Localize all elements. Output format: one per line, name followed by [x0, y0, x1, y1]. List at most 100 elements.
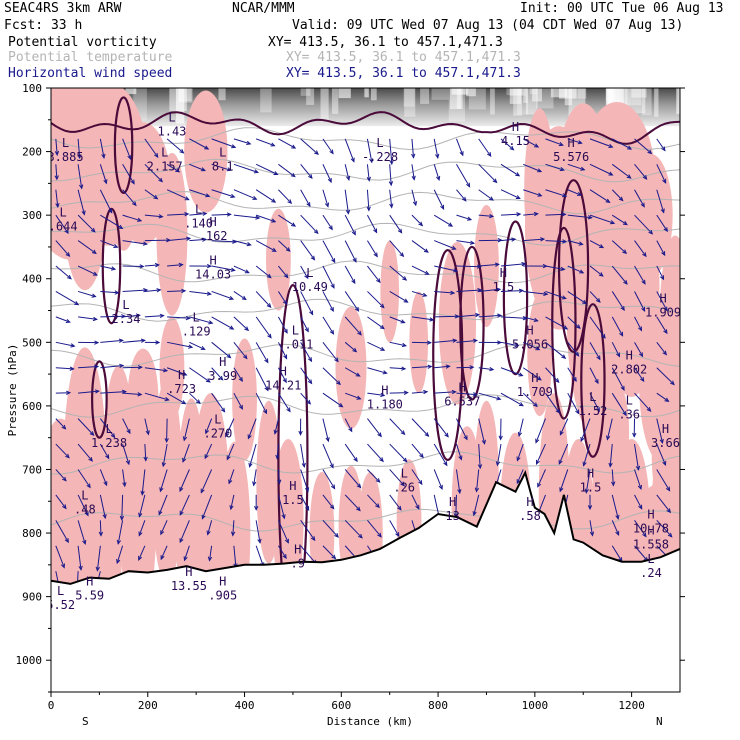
wind-vector: [589, 138, 613, 148]
wind-vector-head: [578, 241, 584, 246]
pv-contour-ring: [113, 96, 134, 195]
wind-vector: [144, 444, 147, 461]
pv-shading-blob: [438, 241, 477, 405]
wind-vector-head: [137, 365, 143, 370]
wind-vector-head: [451, 245, 457, 250]
wind-vector-head: [118, 224, 124, 230]
wind-vector-head: [660, 208, 665, 214]
wind-vector-head: [160, 530, 165, 536]
theta-contour: [51, 127, 680, 151]
wind-vector: [77, 138, 81, 159]
wind-vector-head: [175, 168, 181, 173]
wind-vector-head: [283, 328, 288, 334]
wind-vector-head: [422, 292, 428, 297]
wind-vector: [656, 519, 673, 538]
below-ground-mask: [51, 472, 680, 692]
wind-vector-head: [329, 463, 334, 469]
wind-vector: [583, 443, 591, 466]
wind-vector-head: [452, 338, 458, 343]
wind-vector-head: [561, 354, 567, 359]
wind-vector: [522, 367, 542, 381]
wind-vector: [99, 164, 107, 184]
stratosphere-streak: [509, 88, 522, 104]
wind-vector: [144, 214, 163, 218]
wind-vector: [322, 138, 334, 154]
wind-vector-head: [623, 279, 628, 285]
wind-vector-head: [92, 316, 98, 322]
wind-vector: [233, 189, 257, 200]
wind-vector: [634, 189, 645, 207]
wind-vector: [433, 418, 449, 438]
pv-shading-blob: [119, 385, 157, 630]
wind-vector: [144, 418, 149, 435]
wind-vector-head: [515, 195, 521, 199]
wind-vector: [611, 316, 624, 337]
wind-vector-head: [346, 175, 351, 181]
wind-vector: [55, 469, 67, 482]
wind-vector: [545, 316, 568, 330]
wind-vector: [344, 316, 362, 336]
pv-contour-tropopause: [51, 111, 680, 145]
wind-vector: [233, 163, 259, 173]
wind-vector-head: [472, 511, 477, 517]
wind-vector: [166, 367, 187, 376]
wind-vector: [158, 494, 168, 515]
wind-vector-head: [202, 211, 208, 216]
pv-contour-ring: [557, 179, 590, 353]
wind-vector: [100, 265, 116, 270]
wind-vector: [411, 469, 423, 485]
wind-vector: [167, 264, 183, 267]
wind-vector: [122, 138, 132, 160]
wind-vector: [189, 163, 206, 172]
wind-vector-head: [415, 504, 420, 510]
wind-vector: [634, 494, 643, 509]
stratosphere-streak: [676, 88, 680, 115]
wind-vector-head: [159, 313, 165, 319]
wind-vector-head: [397, 228, 403, 234]
extremum-marker: L: [122, 298, 129, 312]
wind-vector: [523, 213, 538, 216]
x-tick-label: 0: [48, 699, 55, 712]
wind-vector-head: [457, 489, 462, 495]
pv-contours: [51, 96, 680, 630]
wind-vector: [55, 316, 70, 323]
wind-vector-head: [91, 249, 97, 255]
wind-vector-head: [182, 371, 188, 376]
wind-vector-head: [380, 392, 386, 398]
extremum-marker: L: [647, 552, 654, 566]
wind-vector-head: [182, 457, 187, 463]
wind-vector: [455, 443, 462, 460]
wind-vector-head: [533, 317, 539, 322]
wind-vector: [55, 494, 67, 509]
wind-vector: [389, 164, 392, 186]
wind-vector-head: [84, 511, 89, 517]
wind-vector: [545, 392, 560, 414]
wind-vector: [100, 391, 126, 394]
wind-vector-head: [118, 338, 124, 343]
stratosphere-streak: [506, 88, 523, 96]
stratosphere-streak: [218, 88, 226, 101]
wind-vector-head: [65, 318, 71, 323]
wind-vector: [300, 240, 315, 260]
wind-vector: [211, 213, 231, 216]
y-tick-label: 1000: [16, 654, 43, 667]
stratosphere-streak: [403, 88, 415, 107]
wind-vector-head: [252, 195, 258, 200]
wind-vector-head: [304, 274, 309, 280]
wind-vector-head: [429, 317, 435, 322]
extremum-value: 1.52: [578, 404, 607, 418]
plot-frame: [50, 87, 681, 693]
wind-vector: [500, 213, 521, 216]
extremum-marker: H: [526, 495, 533, 509]
wind-vector: [433, 164, 440, 181]
wind-vector-head: [459, 151, 464, 157]
extremum-marker: H: [500, 266, 507, 280]
stratosphere-streak: [559, 88, 577, 99]
wind-vector-head: [575, 324, 581, 329]
extremum-value: .26: [393, 480, 415, 494]
wind-vector: [189, 290, 211, 295]
wind-vector: [322, 291, 334, 312]
wind-vector: [589, 367, 599, 384]
wind-vector: [478, 288, 501, 292]
